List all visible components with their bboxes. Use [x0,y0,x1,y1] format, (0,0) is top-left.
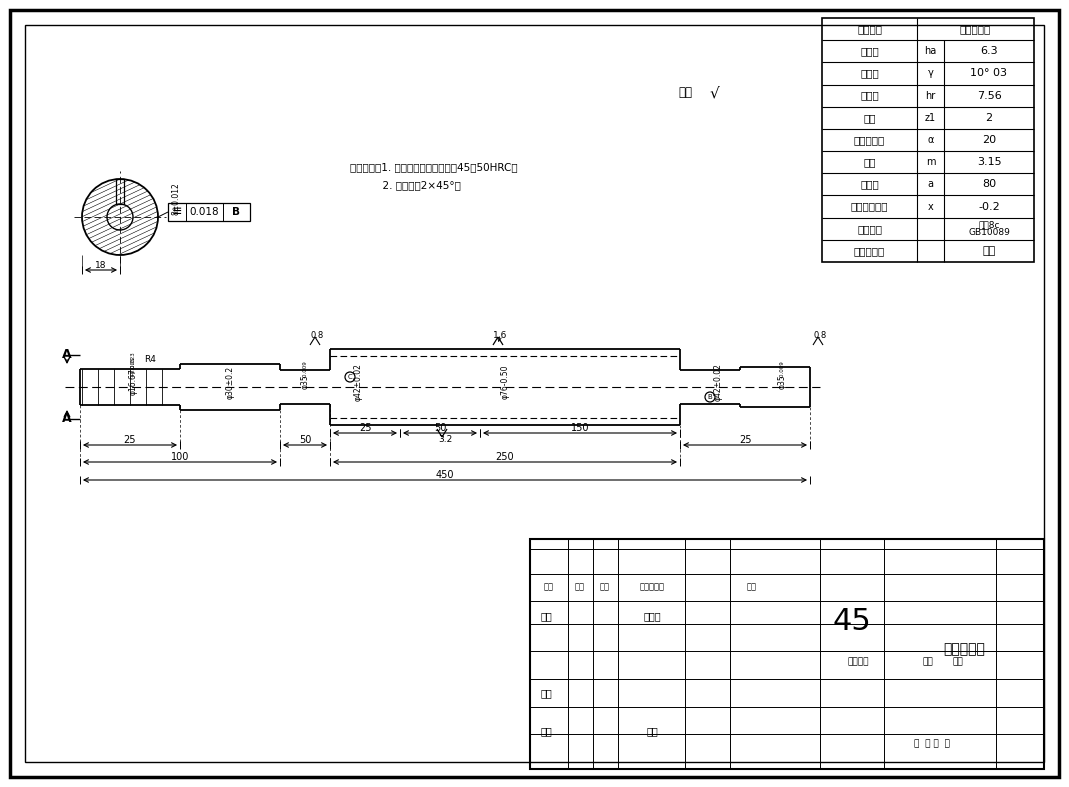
Bar [117,179,124,204]
Text: ha: ha [925,46,936,57]
Text: x: x [928,201,933,212]
Text: A: A [62,349,72,361]
Text: 3.15: 3.15 [977,157,1002,167]
Text: R4: R4 [144,354,156,364]
Text: 法面压力角: 法面压力角 [854,135,885,145]
Text: 45: 45 [833,607,871,635]
Text: 模数: 模数 [864,157,876,167]
Text: 审核: 审核 [540,688,552,698]
Bar [168,203,250,221]
Text: 50: 50 [299,435,311,445]
Text: 重量: 重量 [923,657,933,667]
Text: 250: 250 [496,452,514,462]
Text: 150: 150 [571,423,589,433]
Text: 25: 25 [739,435,752,445]
Text: 中心距: 中心距 [861,179,879,190]
Text: 签名: 签名 [747,582,757,592]
Text: ≡: ≡ [172,205,182,219]
Text: φ42±0.02: φ42±0.02 [713,363,723,401]
Text: 20: 20 [982,135,996,145]
Text: 导程角: 导程角 [861,68,879,79]
Text: 3.2: 3.2 [438,434,452,444]
Text: 50: 50 [434,423,446,433]
Text: 80: 80 [982,179,996,190]
Text: 技术要求：1. 蜗杆齿面表面淬火硬度45～50HRC；: 技术要求：1. 蜗杆齿面表面淬火硬度45～50HRC； [350,162,517,172]
Text: 渐开线蜗杆: 渐开线蜗杆 [960,24,991,34]
Text: 6.3: 6.3 [980,46,997,57]
Text: 450: 450 [436,470,454,480]
Text: 精度等级: 精度等级 [857,224,882,234]
Text: 2: 2 [986,113,992,123]
Text: γ: γ [928,68,933,79]
Text: 螺旋线方向: 螺旋线方向 [854,246,885,256]
Text: 蜗杆8c: 蜗杆8c [978,220,1000,229]
Text: 1.6: 1.6 [493,331,507,339]
Text: 设计: 设计 [540,611,552,621]
Text: 100: 100 [171,452,189,462]
Text: a: a [928,179,933,190]
Text: 比例: 比例 [952,657,963,667]
Text: 工艺: 工艺 [540,726,552,736]
Text: 8±0.012: 8±0.012 [171,183,181,216]
Text: 处数: 处数 [575,582,585,592]
Text: 标记: 标记 [544,582,554,592]
Text: -0.009: -0.009 [303,360,308,378]
Text: 齿根高: 齿根高 [861,91,879,101]
Text: z1: z1 [925,113,936,123]
Text: +0.005: +0.005 [130,357,136,377]
Text: m: m [926,157,935,167]
Text: -0.2: -0.2 [978,201,1000,212]
Text: 共余: 共余 [678,86,692,98]
Text: A: A [62,412,72,426]
Text: φ35: φ35 [777,375,787,390]
Text: 传动类型: 传动类型 [857,24,882,34]
Text: 渐开线蜗杆: 渐开线蜗杆 [943,642,985,656]
Text: 齿顶高: 齿顶高 [861,46,879,57]
Text: 18: 18 [95,260,107,269]
Text: 0.8: 0.8 [310,331,324,339]
Text: GB10089: GB10089 [969,228,1010,237]
Text: 阶段标记: 阶段标记 [848,657,869,667]
Text: 2. 未注倒角2×45°；: 2. 未注倒角2×45°； [350,180,461,190]
Text: 25: 25 [124,435,136,445]
Text: 变位修正系数: 变位修正系数 [851,201,888,212]
Text: hr: hr [926,91,935,101]
Text: 10° 03: 10° 03 [971,68,1007,79]
Text: φ42±0.02: φ42±0.02 [354,363,362,401]
Text: 头数: 头数 [864,113,876,123]
Text: φ35: φ35 [300,375,310,390]
Text: 分区: 分区 [600,582,610,592]
Bar [822,18,1034,262]
Text: -0.023: -0.023 [130,351,136,369]
Text: φ76-0.50: φ76-0.50 [500,364,510,399]
Text: √: √ [709,86,718,101]
Text: 0.018: 0.018 [189,207,219,217]
Text: 0.8: 0.8 [814,331,826,339]
Bar [530,539,1044,769]
Text: 更改文件号: 更改文件号 [639,582,665,592]
Text: -0.009: -0.009 [779,360,785,378]
Text: 25: 25 [359,423,371,433]
Text: B: B [232,207,241,217]
Text: φ16.67: φ16.67 [128,368,138,395]
Text: 7.56: 7.56 [977,91,1002,101]
Text: 右旋: 右旋 [982,246,995,256]
Text: 批准: 批准 [646,726,657,736]
Text: φ30±0.2: φ30±0.2 [226,365,234,398]
Text: α: α [927,135,933,145]
Text: 标准化: 标准化 [644,611,661,621]
Text: 共  张 第  张: 共 张 第 张 [914,740,950,748]
Text: B: B [708,394,712,400]
Text: C: C [347,374,353,380]
